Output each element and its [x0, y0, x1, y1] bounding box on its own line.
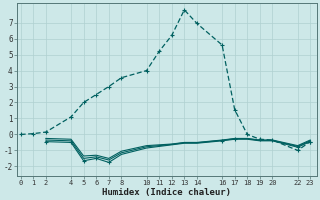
X-axis label: Humidex (Indice chaleur): Humidex (Indice chaleur) [102, 188, 231, 197]
